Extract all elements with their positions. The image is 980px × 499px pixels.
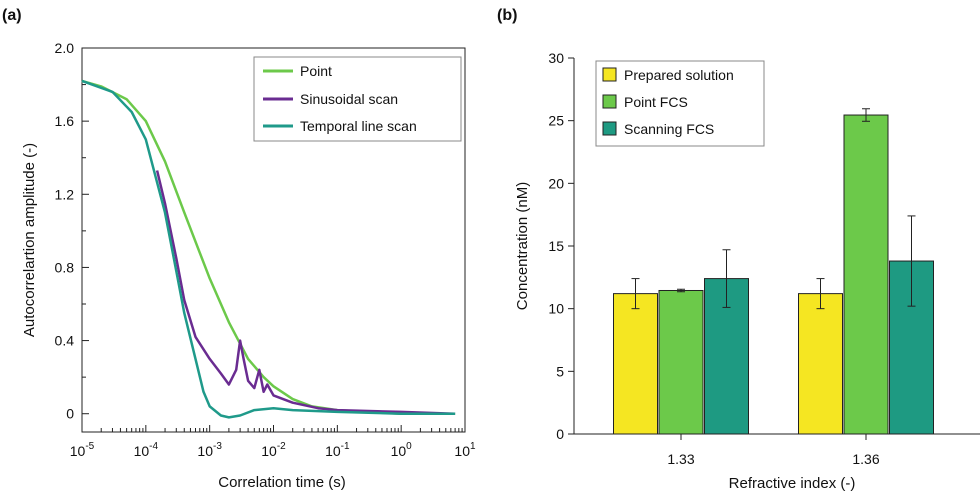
panel-b-ticks: 0 5 10 15 20 25 30 1.33 1.36 <box>548 50 879 467</box>
panel-a-x-tick-label: 10-4 <box>134 441 159 459</box>
legend-label-point: Point <box>300 63 332 79</box>
panel-a-y-tick-label: 0.8 <box>55 259 75 275</box>
panel-a-x-tick-label: 10-1 <box>325 441 350 459</box>
panel-a-ticks: 10-5 10-4 10-3 10-2 10-1 100 101 0 0.4 0.8 1.2 1.6 2… <box>55 40 476 459</box>
panel-a-x-tick-label: 100 <box>391 441 413 459</box>
panel-a-y-tick-label: 0 <box>66 406 74 422</box>
panel-a-y-tick-label: 1.2 <box>55 186 75 202</box>
panel-a-legend: Point Sinusoidal scan Temporal line scan <box>253 56 462 142</box>
panel-b-x-tick-label: 1.33 <box>667 451 694 467</box>
panel-b-y-tick-label: 25 <box>548 113 564 129</box>
legend-label-prepared-solution: Prepared solution <box>624 67 734 83</box>
panel-a-y-tick-label: 1.6 <box>55 113 75 129</box>
panel-a-series-lines <box>81 79 456 419</box>
legend-label-scanning-fcs: Scanning FCS <box>624 121 714 137</box>
panel-a-x-axis-title: Correlation time (s) <box>218 474 346 491</box>
panel-b-bars <box>613 108 934 435</box>
legend-label-point-fcs: Point FCS <box>624 94 688 110</box>
panel-a-y-axis-title: Autocorrelartion amplitude (-) <box>21 143 38 337</box>
panel-b: (b) 0 5 10 15 20 25 30 1.33 1.36 Refractive inde… <box>497 7 980 492</box>
panel-b-y-tick-label: 20 <box>548 175 564 191</box>
series-line-temporal-line-scan <box>81 79 456 419</box>
panel-b-x-tick-label: 1.36 <box>852 451 879 467</box>
panel-a-x-tick-label: 10-3 <box>197 441 222 459</box>
panel-a-x-tick-label: 10-2 <box>261 441 286 459</box>
panel-a-x-tick-label: 10-5 <box>70 441 95 459</box>
bar-point-fcs-1-36 <box>843 114 889 435</box>
bar-point-fcs-1-33 <box>658 289 704 435</box>
panel-b-legend-box <box>595 60 765 147</box>
legend-swatch-prepared-solution <box>602 67 617 82</box>
panel-b-y-axis-title: Concentration (nM) <box>514 182 531 310</box>
panel-a-y-tick-label: 0.4 <box>55 333 75 349</box>
panel-b-x-axis-title: Refractive index (-) <box>729 475 856 492</box>
panel-b-y-tick-label: 15 <box>548 238 564 254</box>
panel-a: (a) 10-5 10-4 10-3 10-2 10-1 100 101 0 0.4 0.8 1.2… <box>2 7 476 491</box>
panel-b-y-tick-label: 0 <box>556 426 564 442</box>
bar-prepared-solution-1-36 <box>798 293 843 435</box>
series-line-sinusoidal-scan <box>155 170 456 415</box>
legend-label-sinusoidal-scan: Sinusoidal scan <box>300 91 398 107</box>
legend-swatch-scanning-fcs <box>602 121 617 136</box>
panel-b-legend: Prepared solution Point FCS Scanning FCS <box>595 60 765 147</box>
panel-b-y-tick-label: 10 <box>548 301 564 317</box>
panel-b-y-tick-label: 5 <box>556 363 564 379</box>
panel-a-y-tick-label: 2.0 <box>55 40 75 56</box>
panel-a-x-tick-label: 101 <box>454 441 476 459</box>
legend-label-temporal-line-scan: Temporal line scan <box>300 118 417 134</box>
legend-swatch-point-fcs <box>602 94 617 109</box>
panel-b-label: (b) <box>497 7 517 24</box>
panel-b-y-tick-label: 30 <box>548 50 564 66</box>
panel-a-label: (a) <box>2 7 22 24</box>
bar-prepared-solution-1-33 <box>613 293 658 435</box>
